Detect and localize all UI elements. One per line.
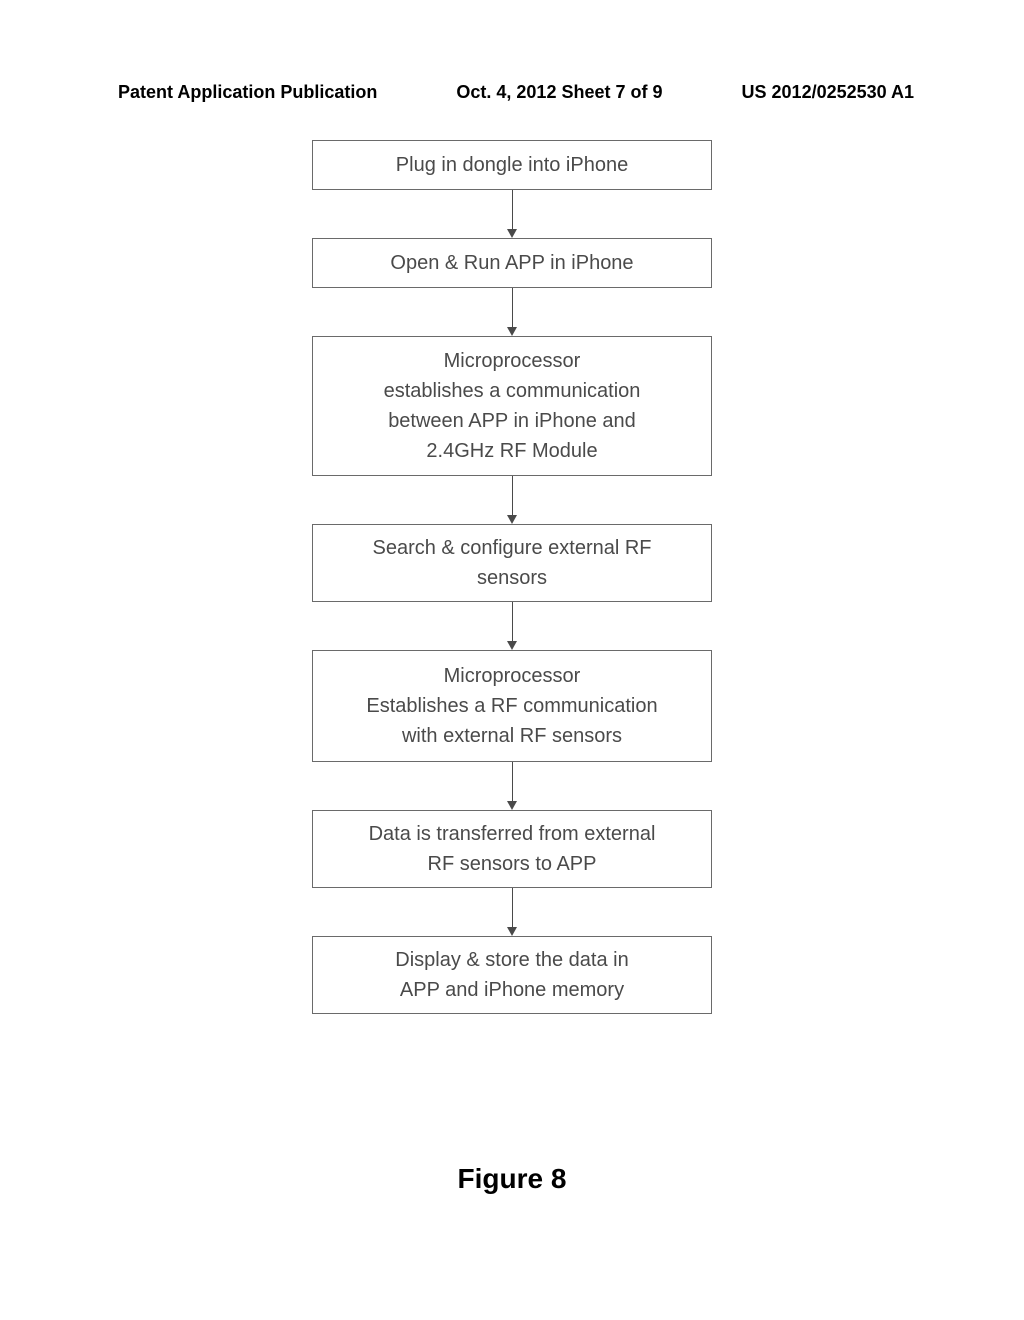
flowchart-node-text: Data is transferred from external bbox=[369, 819, 656, 849]
arrow-head-icon bbox=[507, 327, 517, 336]
flowchart-node: Microprocessorestablishes a communicatio… bbox=[312, 336, 712, 476]
flowchart-node-text: sensors bbox=[477, 563, 547, 593]
flowchart-node-text: Establishes a RF communication bbox=[366, 691, 657, 721]
arrow-line bbox=[512, 288, 513, 327]
flowchart-node: Data is transferred from externalRF sens… bbox=[312, 810, 712, 888]
flowchart-node: Display & store the data inAPP and iPhon… bbox=[312, 936, 712, 1014]
arrow-head-icon bbox=[507, 515, 517, 524]
header-right: US 2012/0252530 A1 bbox=[742, 82, 914, 103]
arrow-line bbox=[512, 888, 513, 927]
flowchart-node-text: Open & Run APP in iPhone bbox=[390, 248, 633, 278]
page: Patent Application Publication Oct. 4, 2… bbox=[0, 0, 1024, 1320]
arrow-head-icon bbox=[507, 927, 517, 936]
header-left: Patent Application Publication bbox=[118, 82, 377, 103]
flowchart-node-text: with external RF sensors bbox=[402, 721, 622, 751]
flowchart-node: Search & configure external RFsensors bbox=[312, 524, 712, 602]
arrow-line bbox=[512, 190, 513, 229]
arrow-line bbox=[512, 602, 513, 641]
flowchart-node-text: 2.4GHz RF Module bbox=[426, 436, 597, 466]
flowchart-node: Plug in dongle into iPhone bbox=[312, 140, 712, 190]
flowchart-node-text: Search & configure external RF bbox=[372, 533, 651, 563]
flowchart: Plug in dongle into iPhone Open & Run APP… bbox=[0, 140, 1024, 1014]
flowchart-arrow bbox=[507, 476, 517, 524]
flowchart-node-text: Microprocessor bbox=[444, 661, 581, 691]
flowchart-node-text: Display & store the data in bbox=[395, 945, 628, 975]
flowchart-node: MicroprocessorEstablishes a RF communica… bbox=[312, 650, 712, 762]
arrow-head-icon bbox=[507, 229, 517, 238]
flowchart-arrow bbox=[507, 888, 517, 936]
arrow-line bbox=[512, 476, 513, 515]
arrow-head-icon bbox=[507, 641, 517, 650]
flowchart-node-text: Microprocessor bbox=[444, 346, 581, 376]
page-header: Patent Application Publication Oct. 4, 2… bbox=[0, 82, 1024, 103]
flowchart-node: Open & Run APP in iPhone bbox=[312, 238, 712, 288]
flowchart-node-text: establishes a communication bbox=[384, 376, 641, 406]
flowchart-node-text: RF sensors to APP bbox=[428, 849, 597, 879]
figure-label: Figure 8 bbox=[0, 1163, 1024, 1195]
arrow-line bbox=[512, 762, 513, 801]
flowchart-arrow bbox=[507, 190, 517, 238]
arrow-head-icon bbox=[507, 801, 517, 810]
flowchart-arrow bbox=[507, 762, 517, 810]
flowchart-arrow bbox=[507, 288, 517, 336]
flowchart-arrow bbox=[507, 602, 517, 650]
flowchart-node-text: APP and iPhone memory bbox=[400, 975, 624, 1005]
flowchart-node-text: between APP in iPhone and bbox=[388, 406, 636, 436]
flowchart-node-text: Plug in dongle into iPhone bbox=[396, 150, 628, 180]
header-center: Oct. 4, 2012 Sheet 7 of 9 bbox=[456, 82, 662, 103]
